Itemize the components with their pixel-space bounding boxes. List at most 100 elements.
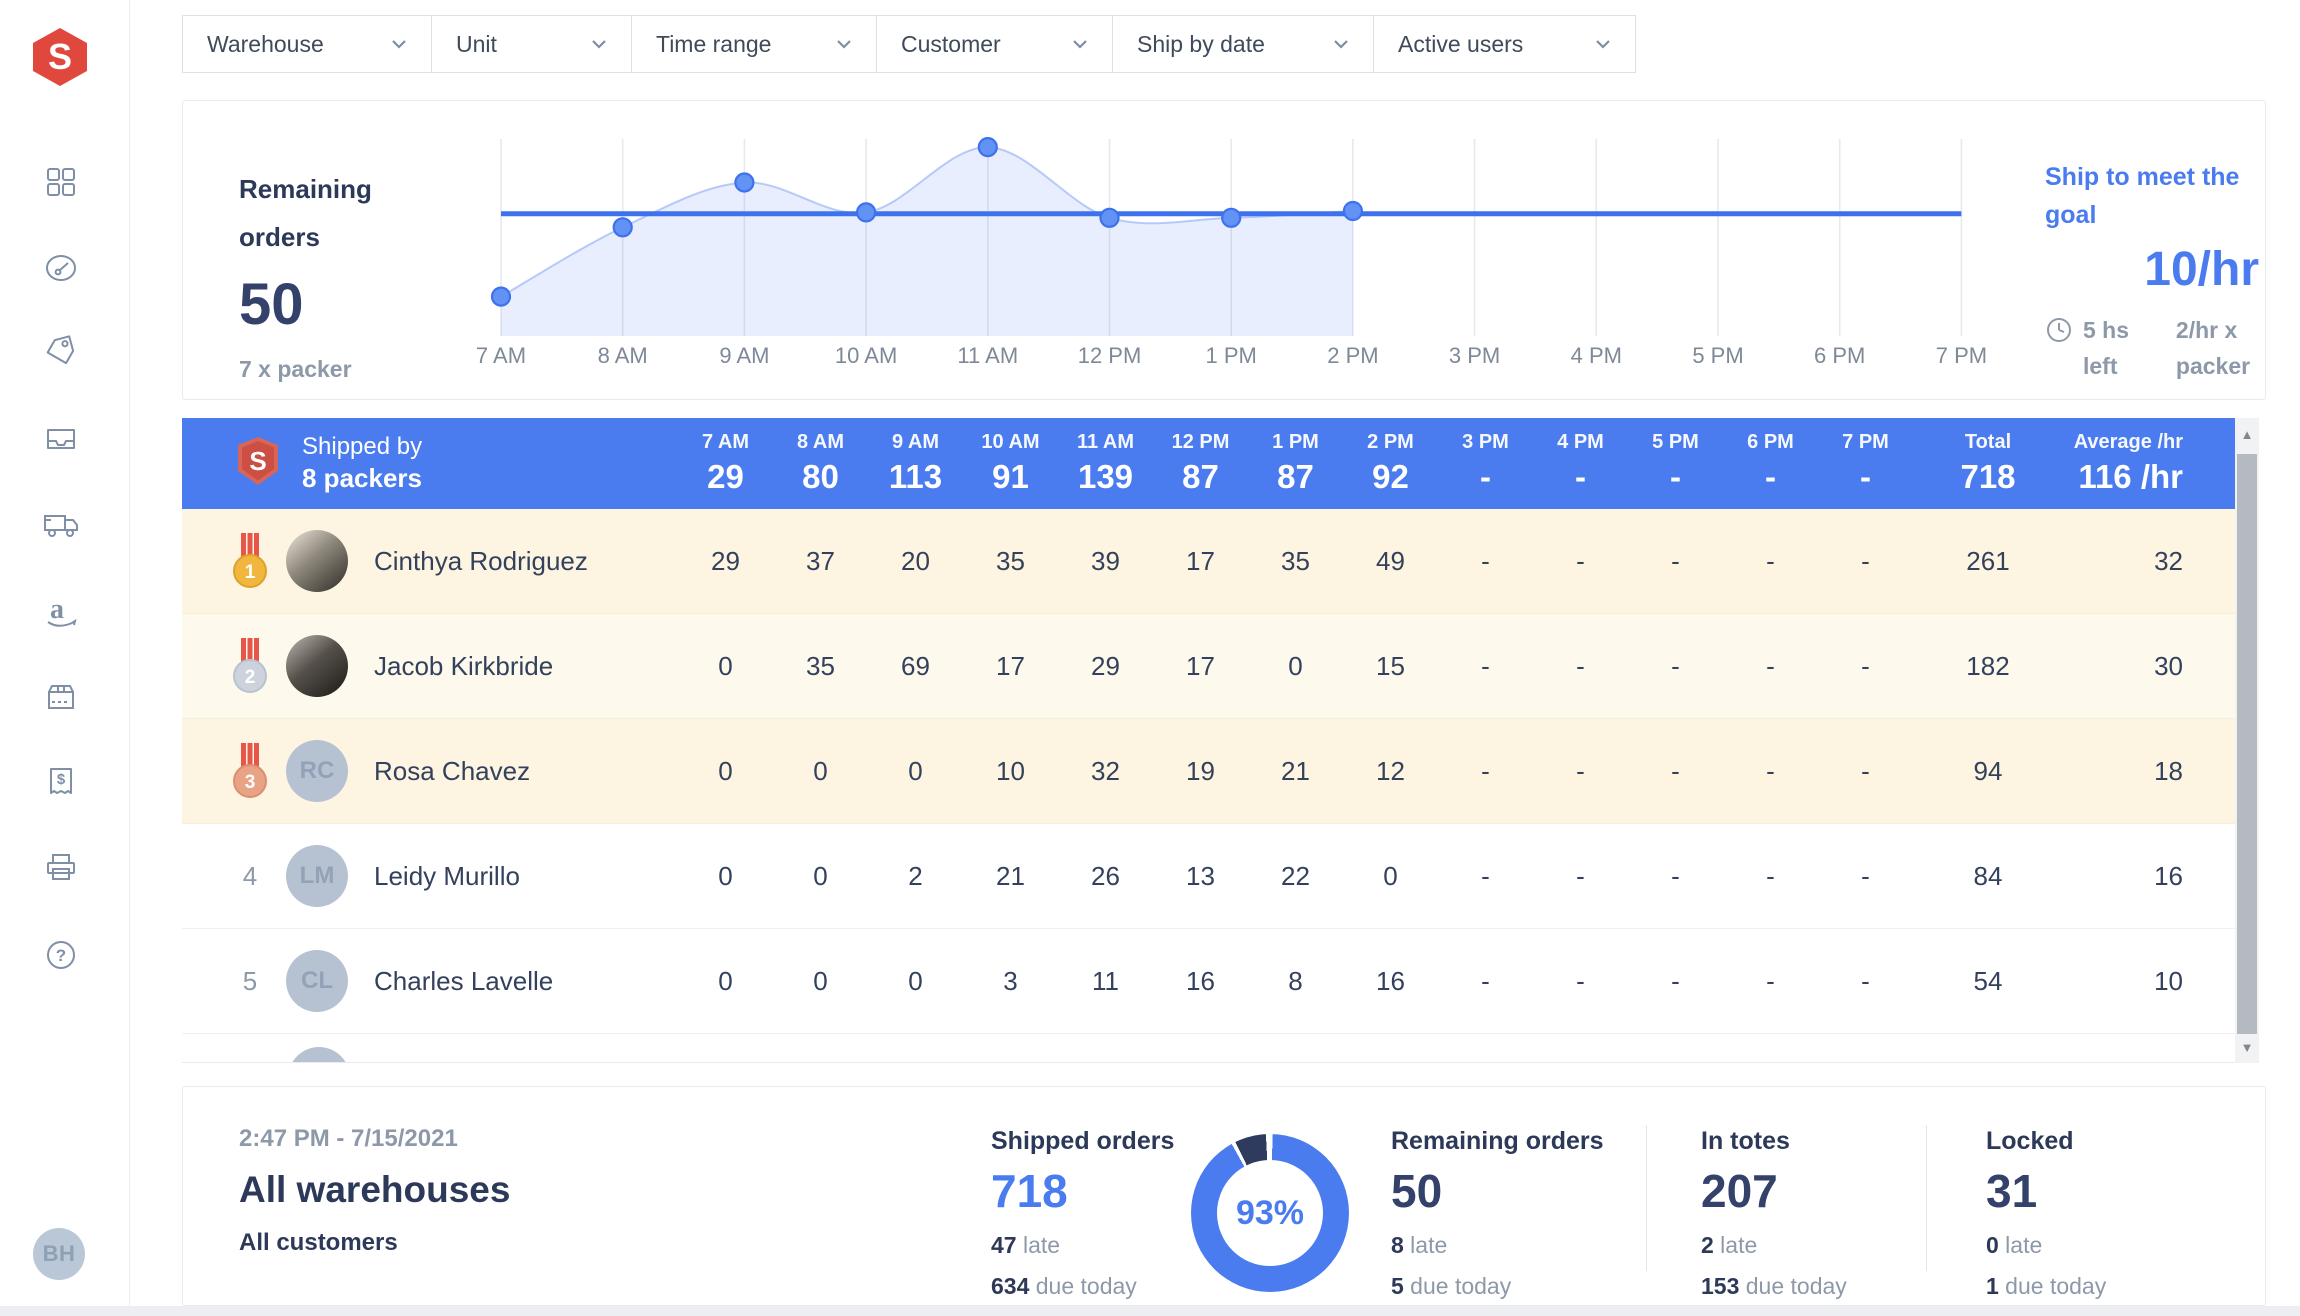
table-row-cinthya-rodriguez[interactable]: 1 Cinthya Rodriguez 29 37 20 35 39 17 35 49 - - - - - 2… (182, 509, 2235, 614)
hour-value-cell: 8 (1288, 965, 1303, 996)
hour-value-cell: - (1861, 545, 1870, 576)
package-icon[interactable] (43, 679, 79, 715)
table-row-jacob-kirkbride[interactable]: 2 Jacob Kirkbride 0 35 69 17 29 17 0 15 - - - - - 182 30 (182, 614, 2235, 719)
hour-value-cell: - (1766, 650, 1775, 681)
svg-text:9 AM: 9 AM (719, 343, 769, 368)
scrollbar-thumb[interactable] (2237, 454, 2257, 1034)
scroll-up-arrow[interactable]: ▲ (2240, 426, 2254, 442)
total-cell: 261 (1966, 545, 2010, 576)
hour-value-cell: 12 (1376, 755, 1405, 786)
average-cell: 16 (2154, 860, 2183, 891)
filter-label: Active users (1398, 30, 1524, 57)
chevron-down-icon (1073, 40, 1087, 49)
table-scrollbar: ▲ ▼ (2235, 418, 2259, 1063)
page-bottom-strip (0, 1306, 2300, 1316)
remaining-orders-block: Remaining orders 50 7 x packer (239, 165, 372, 383)
hour-value-cell: 2 (908, 860, 923, 891)
hour-value-cell: 0 (718, 965, 733, 996)
table-row-partial[interactable] (182, 1034, 2235, 1063)
invoice-icon[interactable]: $ (43, 764, 79, 800)
dashboard-grid-icon[interactable] (43, 164, 79, 200)
filter-dropdown-time-range[interactable]: Time range (632, 16, 877, 72)
hour-value-cell: - (1576, 545, 1585, 576)
packer-avatar (286, 635, 348, 697)
filter-bar: Warehouse Unit Time range Customer Ship by d… (182, 15, 1636, 73)
shiphero-logo-icon[interactable]: S (29, 26, 91, 88)
scroll-down-arrow[interactable]: ▼ (2240, 1039, 2254, 1055)
hour-value-cell: 0 (908, 755, 923, 786)
hour-value-cell: 0 (718, 860, 733, 891)
stat-late-line: 0 late (1986, 1232, 2043, 1258)
printer-icon[interactable] (43, 850, 79, 886)
header-col-8-am: 8 AM 80 (796, 431, 845, 495)
shipped-percentage-donut: 93% (1191, 1134, 1349, 1292)
truck-icon[interactable] (43, 507, 79, 543)
filter-dropdown-customer[interactable]: Customer (877, 16, 1113, 72)
summary-warehouse-title: All warehouses (239, 1169, 511, 1210)
hour-value-cell: 0 (718, 755, 733, 786)
hour-value-cell: 11 (1092, 965, 1119, 996)
hour-value-cell: 20 (901, 545, 930, 576)
filter-label: Ship by date (1137, 30, 1265, 57)
help-icon[interactable]: ? (43, 937, 79, 973)
hour-value-cell: - (1671, 860, 1680, 891)
stat-due-line: 5 due today (1391, 1273, 1512, 1299)
hour-value-cell: - (1671, 650, 1680, 681)
hour-value-cell: 35 (806, 650, 835, 681)
rank-indicator: 4 (228, 861, 272, 892)
hour-value-cell: - (1576, 860, 1585, 891)
inbox-icon[interactable] (43, 421, 79, 457)
user-avatar[interactable]: BH (33, 1228, 85, 1280)
hourly-area-chart: 7 AM 8 AM 9 AM 10 AM 11 AM 12 PM 1 PM 2 PM 3 PM 4… (476, 137, 1987, 368)
hour-value-cell: - (1861, 860, 1870, 891)
packer-name: Charles Lavelle (374, 965, 554, 996)
packer-name: Leidy Murillo (374, 860, 520, 891)
goal-title: Ship to meet the goal (2045, 163, 2240, 229)
rank-number: 4 (242, 860, 258, 891)
stat-label: In totes (1701, 1127, 1790, 1155)
filter-dropdown-active-users[interactable]: Active users (1374, 16, 1635, 72)
hour-value-cell: - (1766, 860, 1775, 891)
filter-dropdown-unit[interactable]: Unit (432, 16, 632, 72)
header-col-6-pm: 6 PM - (1747, 431, 1794, 495)
hour-value-cell: - (1576, 965, 1585, 996)
chevron-down-icon (837, 40, 851, 49)
filter-label: Warehouse (207, 30, 324, 57)
hour-value-cell: - (1861, 755, 1870, 786)
donut-percentage-label: 93% (1235, 1193, 1305, 1232)
goal-rate-per-packer: 2/hr x packer (2175, 317, 2251, 379)
filter-dropdown-ship-by-date[interactable]: Ship by date (1113, 16, 1374, 72)
gauge-icon[interactable] (43, 250, 79, 286)
rank-indicator: 5 (228, 966, 272, 997)
filter-dropdown-warehouse[interactable]: Warehouse (183, 16, 432, 72)
stat-remaining: Remaining orders 50 8 late 5 due today (1391, 1127, 1604, 1300)
hour-value-cell: 39 (1091, 545, 1120, 576)
svg-text:$: $ (57, 771, 66, 788)
packer-name: Jacob Kirkbride (374, 650, 554, 681)
hour-value-cell: 19 (1186, 755, 1215, 786)
hour-value-cell: 29 (1091, 650, 1120, 681)
hour-value-cell: 16 (1186, 965, 1215, 996)
amazon-icon[interactable]: a (43, 594, 79, 630)
svg-text:1 PM: 1 PM (1206, 343, 1257, 368)
table-row-leidy-murillo[interactable]: 4 LM Leidy Murillo 0 0 2 21 26 13 22 0 - - - - - 84 16 (182, 824, 2235, 929)
table-row-charles-lavelle[interactable]: 5 CL Charles Lavelle 0 0 0 3 11 16 8 16 - - - - - 54 10 (182, 929, 2235, 1034)
header-col-11-am: 11 AM 139 (1076, 431, 1135, 495)
table-row-rosa-chavez[interactable]: 3 RC Rosa Chavez 0 0 0 10 32 19 21 12 - - - - - 94 18 (182, 719, 2235, 824)
bronze-medal-icon: 3 (233, 743, 267, 798)
stat-due-line: 153 due today (1701, 1273, 1847, 1299)
tag-icon[interactable] (43, 334, 79, 370)
hour-value-cell: - (1671, 965, 1680, 996)
svg-text:4 PM: 4 PM (1571, 343, 1622, 368)
hour-value-cell: 35 (1281, 545, 1310, 576)
rank-number: 5 (242, 965, 258, 996)
stat-locked: Locked 31 0 late 1 due today (1986, 1127, 2106, 1300)
chevron-down-icon (1334, 40, 1348, 49)
average-cell: 30 (2154, 650, 2183, 681)
header-col-1-pm: 1 PM 87 (1272, 431, 1319, 495)
stat-shipped: Shipped orders 718 47 late 634 due today (991, 1127, 1174, 1300)
svg-text:a: a (50, 594, 64, 625)
stat-label: Locked (1986, 1127, 2074, 1155)
stat-label: Remaining orders (1391, 1127, 1604, 1155)
table-title-line2: 8 packers (302, 463, 422, 494)
